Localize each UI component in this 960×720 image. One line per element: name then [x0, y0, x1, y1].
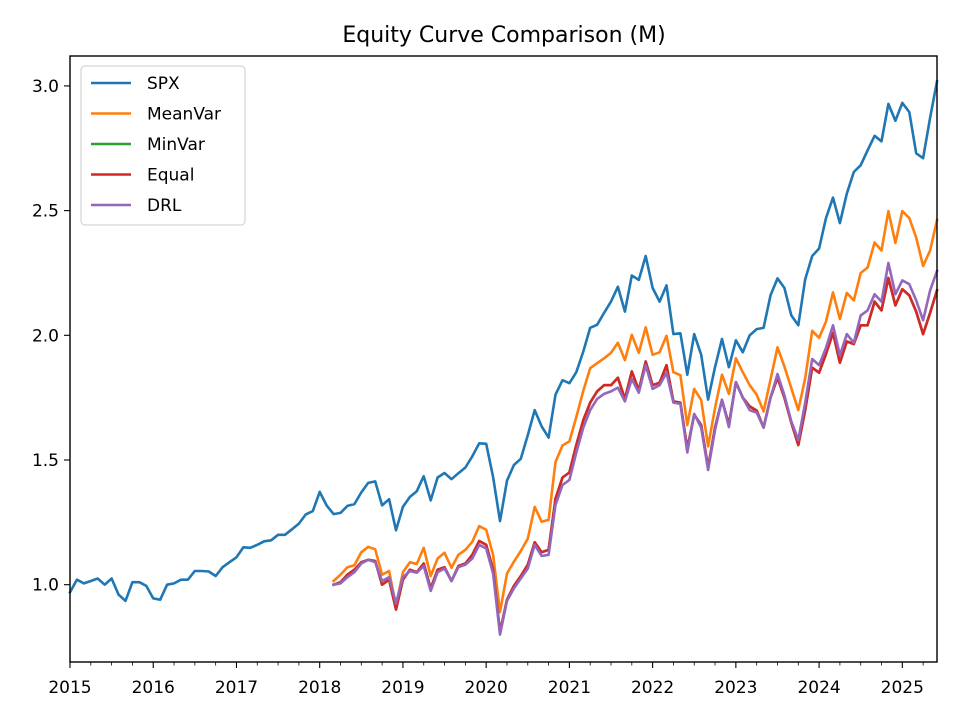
x-tick-label: 2016	[132, 678, 175, 698]
x-tick-label: 2020	[465, 678, 508, 698]
y-tick-label: 2.0	[32, 326, 59, 346]
y-tick-label: 1.5	[32, 451, 59, 471]
legend-label-minvar: MinVar	[147, 135, 205, 155]
legend-label-meanvar: MeanVar	[147, 105, 221, 125]
legend-label-equal: Equal	[147, 166, 194, 186]
legend: SPX MeanVar MinVar Equal DRL	[80, 65, 246, 226]
x-tick-label: 2025	[881, 678, 924, 698]
x-tick-label: 2019	[381, 678, 424, 698]
y-tick-label: 1.0	[32, 576, 59, 596]
legend-label-spx: SPX	[147, 74, 180, 94]
plot-frame	[69, 55, 938, 663]
x-tick-label: 2017	[215, 678, 258, 698]
y-tick-label: 2.5	[32, 202, 59, 222]
x-tick-label: 2022	[631, 678, 674, 698]
x-tick-label: 2024	[797, 678, 840, 698]
y-axis: 1.0 1.5 2.0 2.5 3.0	[32, 77, 70, 596]
x-tick-label: 2021	[548, 678, 591, 698]
legend-box	[80, 65, 246, 226]
chart-title: Equity Curve Comparison (M)	[342, 23, 665, 48]
legend-label-drl: DRL	[147, 196, 182, 216]
series-line-meanvar	[331, 209, 939, 614]
y-tick-label: 3.0	[32, 77, 59, 97]
series-line-drl	[332, 261, 939, 636]
x-tick-label: 2018	[298, 678, 341, 698]
series-layer	[68, 79, 939, 636]
x-tick-label: 2015	[48, 678, 91, 698]
series-line-spx	[68, 79, 939, 603]
x-tick-label: 2023	[714, 678, 757, 698]
x-axis: 2015 2016 2017 2018 2019 2020 2021 2022 2023 2024…	[48, 662, 924, 698]
